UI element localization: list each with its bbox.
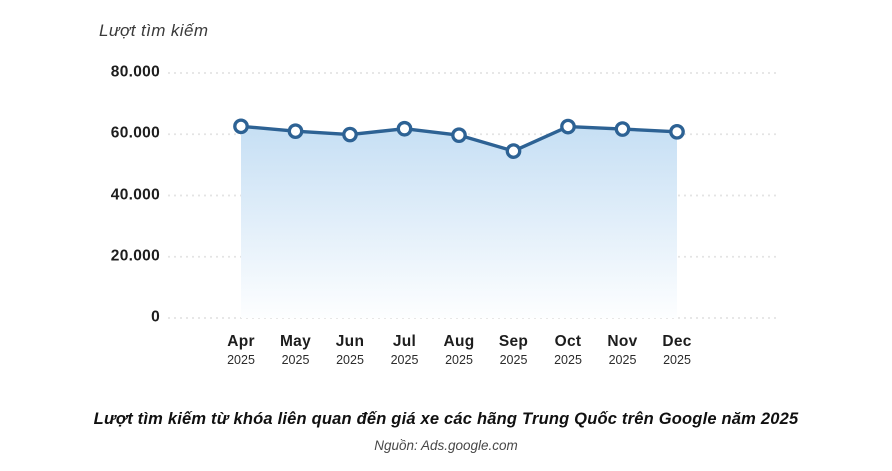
y-axis-tick-label: 80.000 xyxy=(110,63,160,81)
x-tick-month: Nov xyxy=(607,333,638,350)
data-point-marker xyxy=(614,121,631,137)
x-tick-year: 2025 xyxy=(499,353,528,367)
chart-source: Nguồn: Ads.google.com xyxy=(374,438,518,453)
x-axis-tick: May 2025 xyxy=(261,333,331,367)
data-point-marker xyxy=(287,123,304,140)
data-point-marker xyxy=(396,120,413,137)
x-tick-month: Apr xyxy=(227,333,255,350)
x-axis-tick: Jul 2025 xyxy=(370,333,440,367)
x-tick-year: 2025 xyxy=(445,353,473,367)
x-axis-tick: Apr 2025 xyxy=(206,333,276,367)
y-axis-title: Lượt tìm kiếm xyxy=(99,21,209,40)
x-axis-tick: Dec 2025 xyxy=(642,333,712,367)
chart-caption: Lượt tìm kiếm từ khóa liên quan đến giá … xyxy=(93,410,799,428)
data-point-marker xyxy=(342,126,358,143)
x-tick-year: 2025 xyxy=(608,353,637,367)
x-tick-month: Sep xyxy=(498,333,529,350)
data-point-marker xyxy=(233,118,249,135)
x-tick-year: 2025 xyxy=(281,353,310,367)
data-point-marker xyxy=(560,118,576,135)
y-axis-tick-label: 0 xyxy=(151,308,160,326)
x-tick-month: Oct xyxy=(554,333,582,350)
y-axis-tick-label: 40.000 xyxy=(110,186,160,204)
x-axis-tick: Nov 2025 xyxy=(588,333,658,367)
x-tick-year: 2025 xyxy=(554,353,582,367)
y-axis-tick-label: 60.000 xyxy=(110,124,160,142)
x-tick-year: 2025 xyxy=(336,353,364,367)
x-tick-year: 2025 xyxy=(390,353,419,367)
area-fill xyxy=(241,126,677,318)
data-point-marker xyxy=(451,127,467,144)
x-axis-tick: Jun 2025 xyxy=(315,333,385,367)
x-tick-year: 2025 xyxy=(227,353,255,367)
x-axis-tick: Aug 2025 xyxy=(424,333,494,367)
x-tick-month: Jul xyxy=(392,333,417,350)
x-tick-year: 2025 xyxy=(663,353,691,367)
data-point-marker xyxy=(669,123,685,140)
x-tick-month: Dec xyxy=(662,333,692,350)
x-tick-month: Aug xyxy=(443,333,475,350)
x-axis-tick: Oct 2025 xyxy=(533,333,603,367)
data-point-marker xyxy=(505,143,522,159)
y-axis-tick-label: 20.000 xyxy=(110,247,160,265)
x-axis-tick: Sep 2025 xyxy=(479,333,549,367)
x-tick-month: Jun xyxy=(335,333,365,350)
x-tick-month: May xyxy=(279,333,312,350)
